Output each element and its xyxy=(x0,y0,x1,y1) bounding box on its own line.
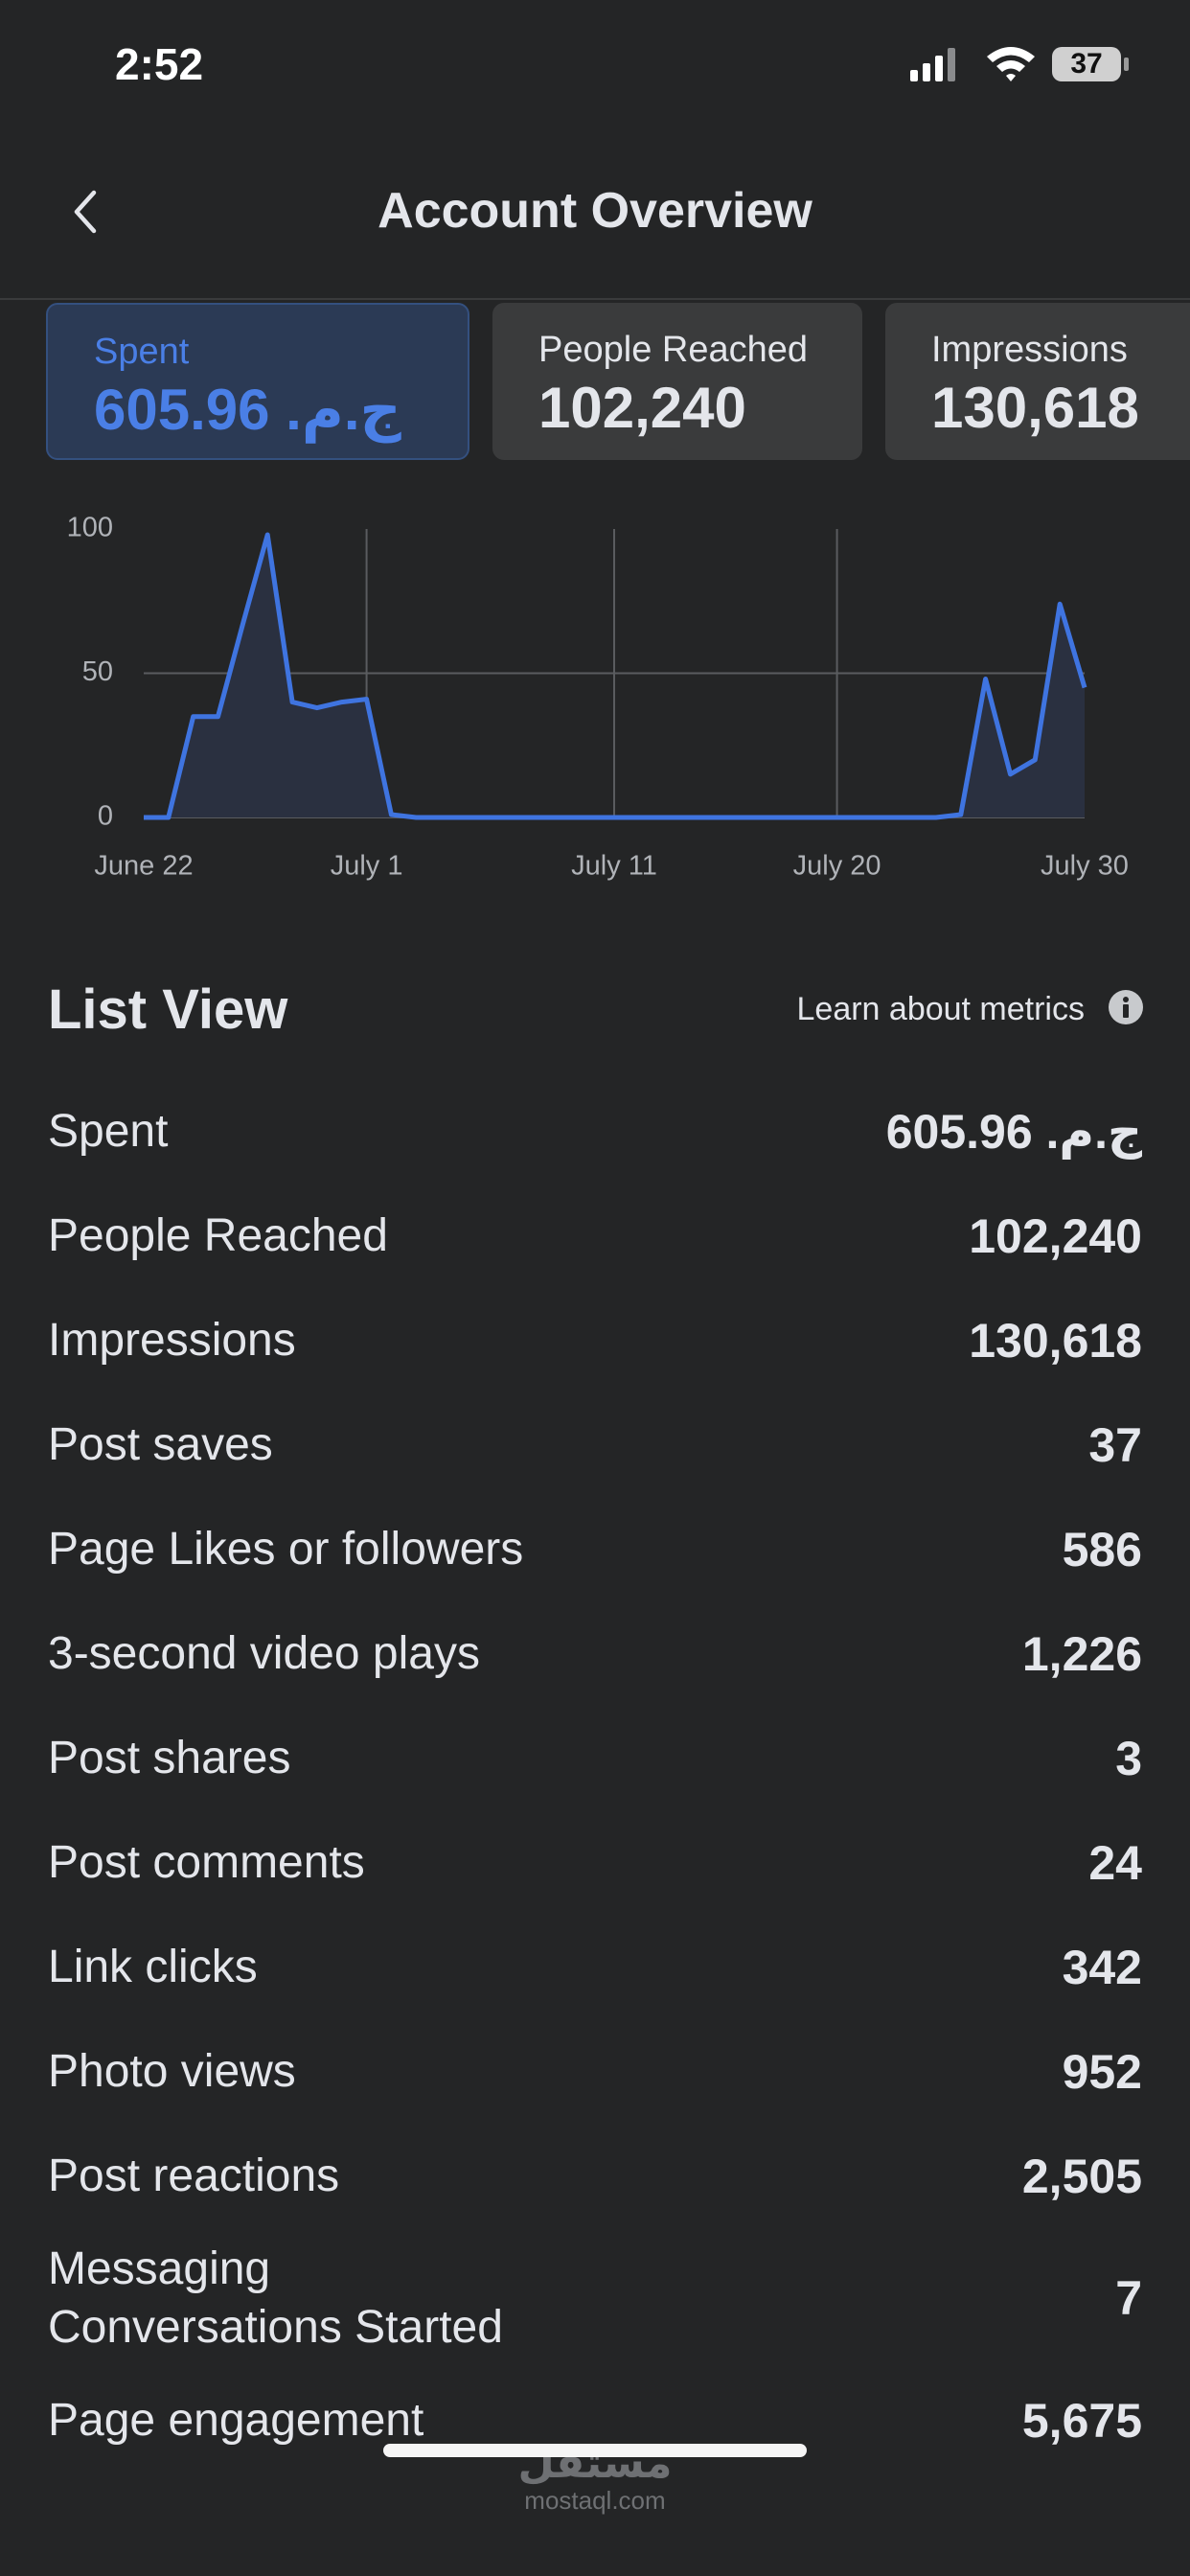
metric-label: Page engagement xyxy=(48,2395,424,2446)
metric-value: 7 xyxy=(1115,2271,1142,2325)
status-icons: 37 xyxy=(910,47,1129,81)
battery-level: 37 xyxy=(1070,48,1102,80)
home-indicator xyxy=(383,2444,807,2457)
metric-row: Impressions 130,618 xyxy=(48,1288,1142,1392)
metric-label: Impressions xyxy=(48,1315,296,1366)
metric-value: 24 xyxy=(1088,1835,1142,1890)
metric-card[interactable]: Impressions 130,618 xyxy=(885,303,1190,460)
metric-value: 2,505 xyxy=(1021,2149,1142,2203)
metric-label: Page Likes or followers xyxy=(48,1524,524,1575)
y-tick-label: 0 xyxy=(98,801,113,832)
metric-label: Post shares xyxy=(48,1733,291,1783)
metric-label: Spent xyxy=(48,1106,169,1157)
metric-row: Page Likes or followers 586 xyxy=(48,1497,1142,1601)
metric-value: 5,675 xyxy=(1021,2393,1142,2448)
metric-row: Post reactions 2,505 xyxy=(48,2124,1142,2228)
metric-row: Page engagement 5,675 xyxy=(48,2368,1142,2472)
metric-value: 952 xyxy=(1062,2044,1142,2099)
watermark-site: mostaql.com xyxy=(524,2486,666,2515)
x-tick-label: July 20 xyxy=(793,851,881,882)
page-title: Account Overview xyxy=(378,183,812,239)
metric-value: 37 xyxy=(1088,1417,1142,1472)
metric-row: Messaging Conversations Started 7 xyxy=(48,2228,1142,2368)
metric-label: 3-second video plays xyxy=(48,1628,480,1679)
x-tick-label: July 1 xyxy=(331,851,403,882)
card-value: 102,240 xyxy=(538,376,746,440)
x-tick-label: June 22 xyxy=(94,851,193,882)
y-tick-label: 50 xyxy=(82,656,113,687)
card-value: ج.م. 605.96 xyxy=(94,378,401,442)
metric-card[interactable]: People Reached 102,240 xyxy=(492,303,862,460)
metric-row: Link clicks 342 xyxy=(48,1915,1142,2019)
line-area xyxy=(144,535,1085,817)
metric-row: Post shares 3 xyxy=(48,1706,1142,1810)
card-label: People Reached xyxy=(538,330,808,370)
metric-label: Photo views xyxy=(48,2046,296,2097)
metric-card[interactable]: Spent ج.م. 605.96 xyxy=(46,303,469,460)
separator xyxy=(0,298,1190,300)
x-tick-label: July 30 xyxy=(1041,851,1129,882)
section-title: List View xyxy=(48,978,288,1041)
metric-value: 586 xyxy=(1062,1522,1142,1576)
metric-label: Post comments xyxy=(48,1837,365,1888)
metric-value: ج.م. 605.96 xyxy=(885,1104,1142,1159)
y-tick-label: 100 xyxy=(67,513,113,543)
metric-value: 130,618 xyxy=(969,1313,1142,1368)
x-tick-label: July 11 xyxy=(571,851,657,882)
metric-label: Post saves xyxy=(48,1419,273,1470)
metrics-list: Spent ج.م. 605.96 People Reached 102,240 Imp… xyxy=(48,1079,1142,2472)
back-button[interactable] xyxy=(67,187,105,241)
metric-label: Link clicks xyxy=(48,1942,258,1992)
metric-label: Post reactions xyxy=(48,2150,340,2201)
info-icon[interactable] xyxy=(1108,989,1144,1025)
metric-value: 102,240 xyxy=(969,1208,1142,1263)
metric-row: People Reached 102,240 xyxy=(48,1184,1142,1288)
metric-row: Post comments 24 xyxy=(48,1810,1142,1915)
metric-row: 3-second video plays 1,226 xyxy=(48,1601,1142,1706)
metric-label: People Reached xyxy=(48,1210,388,1261)
metric-value: 342 xyxy=(1062,1940,1142,1994)
metric-label: Messaging Conversations Started xyxy=(48,2243,503,2353)
card-value: 130,618 xyxy=(931,376,1139,440)
metric-value: 3 xyxy=(1115,1731,1142,1785)
card-label: Spent xyxy=(94,332,190,372)
metric-row: Spent ج.م. 605.96 xyxy=(48,1079,1142,1184)
metric-row: Photo views 952 xyxy=(48,2019,1142,2124)
data-line xyxy=(144,532,1087,820)
learn-link[interactable]: Learn about metrics xyxy=(796,991,1086,1027)
status-time: 2:52 xyxy=(115,39,204,89)
chart: 0 50 100 June 22 July 1 July 11 July 20 July 30 xyxy=(67,513,1129,882)
metric-row: Post saves 37 xyxy=(48,1392,1142,1497)
card-label: Impressions xyxy=(931,330,1128,370)
metric-value: 1,226 xyxy=(1021,1626,1142,1681)
